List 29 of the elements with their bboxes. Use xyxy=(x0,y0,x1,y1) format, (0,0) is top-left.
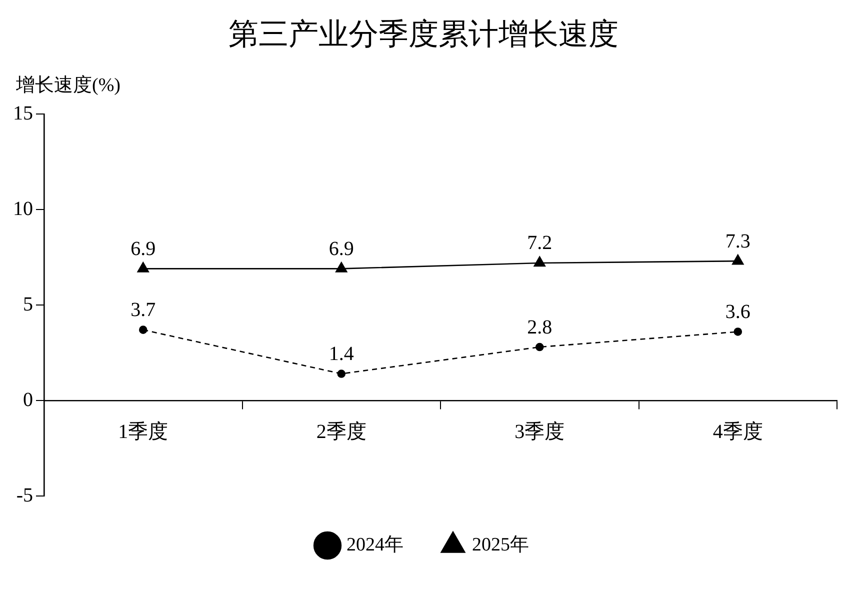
y-tick-label: 10 xyxy=(13,198,33,220)
point xyxy=(732,254,744,265)
point xyxy=(535,342,544,352)
legend-label: 2024年 xyxy=(346,534,404,556)
data-label: 6.9 xyxy=(328,238,354,260)
y-axis-title: 增长速度(%) xyxy=(16,74,120,98)
point xyxy=(734,328,742,336)
point xyxy=(534,256,546,267)
y-tick-label: -5 xyxy=(16,484,33,506)
data-label: 6.9 xyxy=(130,238,156,260)
x-tick-label: 2季度 xyxy=(316,420,366,443)
y-tick-label: 5 xyxy=(23,293,33,316)
x-tick-label: 1季度 xyxy=(118,420,168,443)
data-label: 3.7 xyxy=(130,299,156,322)
y-tick-label: 0 xyxy=(23,388,33,411)
x-tick-label: 3季度 xyxy=(514,420,565,443)
data-label: 1.4 xyxy=(328,343,354,366)
x-tick-label: 4季度 xyxy=(712,420,763,443)
chart-title: 第三产业分季度累计增长速度 xyxy=(228,18,618,51)
data-label: 3.6 xyxy=(725,300,750,323)
point xyxy=(336,262,348,272)
point xyxy=(337,370,346,378)
data-label: 2.8 xyxy=(527,316,552,338)
legend-label: 2025年 xyxy=(472,534,529,556)
y-tick-label: 15 xyxy=(13,102,33,124)
data-label: 7.2 xyxy=(527,232,552,254)
data-label: 7.3 xyxy=(725,230,750,252)
point xyxy=(138,326,148,334)
point xyxy=(137,262,149,272)
